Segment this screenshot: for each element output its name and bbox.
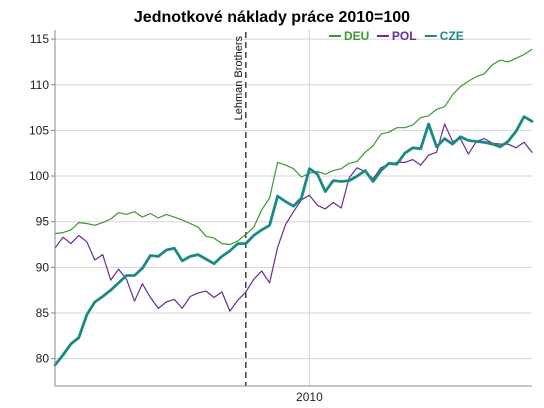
y-tick-label: 85 [36, 306, 50, 320]
legend-label-deu: DEU [344, 29, 369, 43]
annotation-layer: Lehman Brothers [233, 32, 247, 386]
y-tick-label: 115 [30, 32, 49, 46]
y-tick-label: 80 [36, 352, 50, 366]
y-tick-label: 95 [36, 215, 50, 229]
x-tick-label: 2010 [296, 390, 323, 404]
legend: DEU POL CZE [329, 29, 464, 43]
axes: 80 85 90 95 100 105 110 115 2010 [29, 30, 532, 404]
y-tick-label: 110 [30, 78, 49, 92]
series-line-deu [54, 48, 533, 246]
series-line-cze [53, 115, 534, 367]
y-tick-label: 100 [29, 169, 49, 183]
annotation-label: Lehman Brothers [233, 36, 245, 121]
series-line-pol [54, 123, 533, 312]
grid [55, 30, 532, 386]
y-tick-label: 105 [29, 123, 49, 137]
legend-label-cze: CZE [440, 29, 464, 43]
legend-label-pol: POL [392, 29, 417, 43]
series-layer [53, 48, 534, 367]
y-tick-label: 90 [36, 260, 50, 274]
chart-title: Jednotkové náklady práce 2010=100 [134, 9, 410, 26]
